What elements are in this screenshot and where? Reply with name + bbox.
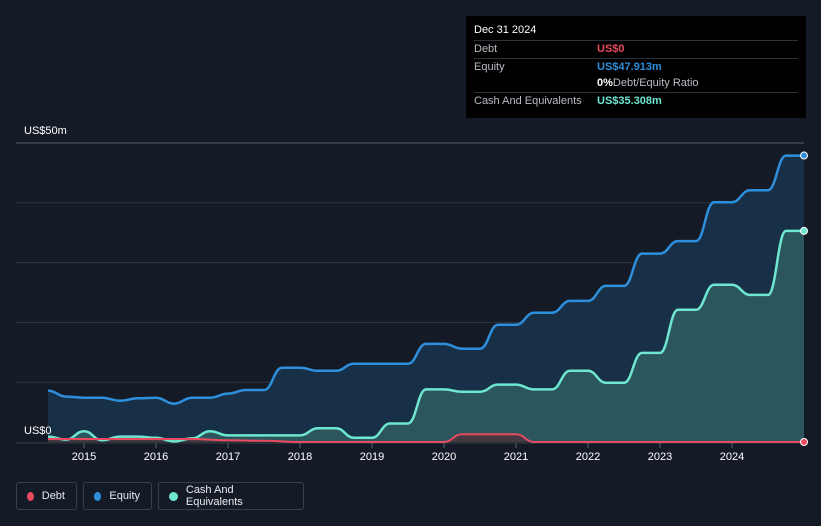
debt-area bbox=[48, 434, 804, 442]
x-tick-label: 2023 bbox=[648, 451, 672, 463]
x-tick-label: 2022 bbox=[576, 451, 600, 463]
x-tick-label: 2016 bbox=[144, 451, 168, 463]
grid-layer bbox=[16, 142, 804, 444]
tooltip-date: Dec 31 2024 bbox=[474, 24, 537, 36]
cash-line bbox=[47, 229, 804, 443]
cash-area bbox=[48, 230, 804, 442]
legend-label-equity: Equity bbox=[109, 490, 140, 502]
tooltip-ratio-value: 0% bbox=[597, 77, 613, 90]
tooltip-row-ratio: 0% Debt/Equity Ratio bbox=[474, 75, 798, 92]
area-layer bbox=[48, 155, 804, 442]
legend-item-debt[interactable]: Debt bbox=[16, 482, 77, 510]
tooltip-row-cash: Cash And Equivalents US$35.308m bbox=[474, 91, 798, 110]
legend-label-debt: Debt bbox=[41, 490, 65, 502]
x-tick-label: 2017 bbox=[216, 451, 240, 463]
tooltip-ratio-label: Debt/Equity Ratio bbox=[612, 77, 699, 90]
legend-label-cash: Cash And Equivalents bbox=[185, 484, 243, 508]
x-tick-label: 2024 bbox=[720, 451, 744, 463]
x-tick-label: 2015 bbox=[72, 451, 96, 463]
tooltip-equity-label: Equity bbox=[474, 60, 505, 73]
tooltip-debt-value: US$0 bbox=[597, 43, 625, 56]
x-tick-label: 2020 bbox=[432, 451, 456, 463]
debt-legend-dot bbox=[27, 491, 34, 501]
y-axis-top-label: US$50m bbox=[24, 125, 67, 137]
equity-legend-dot bbox=[94, 491, 102, 501]
x-tick-label: 2021 bbox=[504, 451, 528, 463]
data-tooltip: Dec 31 2024 Debt US$0 Equity US$47.913m … bbox=[466, 16, 806, 118]
end-markers bbox=[800, 151, 808, 446]
x-axis-ticks: 2015 2016 2017 2018 2019 2020 2021 2022 2023 2024 bbox=[72, 443, 744, 463]
debt-line bbox=[48, 433, 804, 444]
x-tick-label: 2019 bbox=[360, 451, 384, 463]
line-layer bbox=[47, 154, 804, 444]
tooltip-cash-label: Cash And Equivalents bbox=[474, 94, 582, 107]
debt-end-marker bbox=[800, 438, 808, 446]
cash-end-marker bbox=[800, 226, 808, 235]
x-tick-label: 2018 bbox=[288, 451, 312, 463]
tooltip-row-debt: Debt US$0 bbox=[474, 40, 798, 58]
equity-line bbox=[47, 154, 804, 405]
tooltip-cash-value: US$35.308m bbox=[597, 94, 662, 107]
tooltip-row-equity: Equity US$47.913m bbox=[474, 57, 798, 76]
tooltip-equity-value: US$47.913m bbox=[597, 60, 662, 73]
legend-item-cash[interactable]: Cash And Equivalents bbox=[158, 482, 304, 510]
cash-legend-dot bbox=[169, 491, 178, 501]
equity-end-marker bbox=[800, 151, 808, 160]
legend-item-equity[interactable]: Equity bbox=[83, 482, 152, 510]
tooltip-debt-label: Debt bbox=[474, 43, 498, 56]
equity-area bbox=[48, 155, 804, 442]
y-axis-bottom-label: US$0 bbox=[24, 425, 52, 437]
